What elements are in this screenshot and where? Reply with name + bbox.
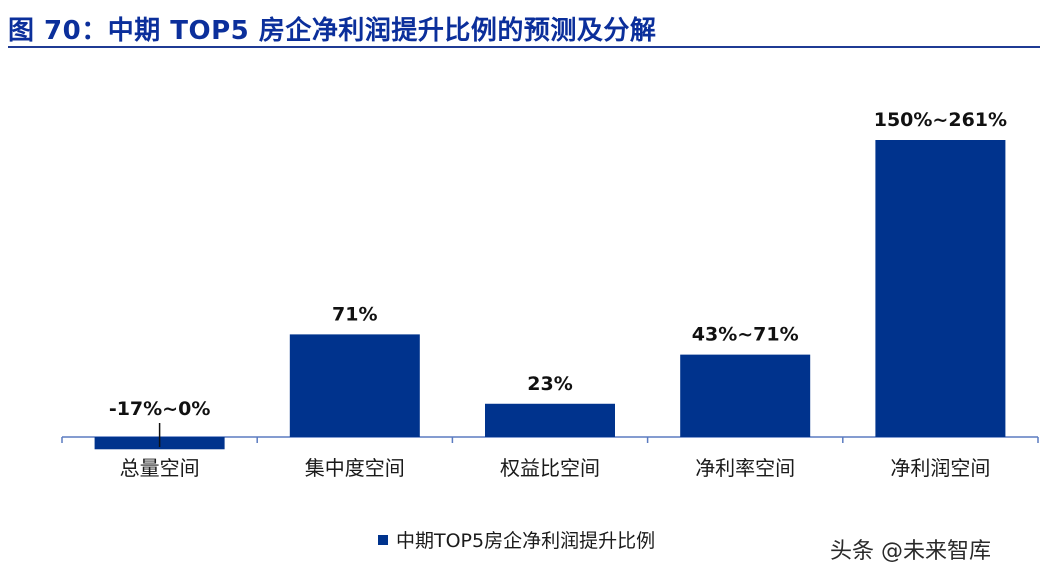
category-label: 总量空间 xyxy=(120,456,200,480)
chart-title: 图 70：中期 TOP5 房企净利润提升比例的预测及分解 xyxy=(8,16,657,46)
watermark: 头条 @未来智库 xyxy=(830,539,991,564)
data-label: 150%~261% xyxy=(874,109,1007,131)
data-label: 71% xyxy=(332,303,377,325)
category-label: 净利润空间 xyxy=(890,456,990,480)
legend-label: 中期TOP5房企净利润提升比例 xyxy=(396,530,656,552)
category-label: 净利率空间 xyxy=(695,456,795,480)
bar xyxy=(680,354,811,437)
title-divider xyxy=(8,46,1040,48)
data-label: 43%~71% xyxy=(692,324,799,346)
category-label: 权益比空间 xyxy=(500,456,600,480)
bar xyxy=(289,334,420,437)
legend: 中期TOP5房企净利润提升比例 xyxy=(378,526,655,553)
legend-swatch xyxy=(378,534,388,545)
bar xyxy=(875,140,1006,437)
category-label: 集中度空间 xyxy=(305,456,405,480)
data-label: 23% xyxy=(527,373,572,395)
data-label: -17%~0% xyxy=(109,398,211,420)
bar xyxy=(485,403,615,437)
